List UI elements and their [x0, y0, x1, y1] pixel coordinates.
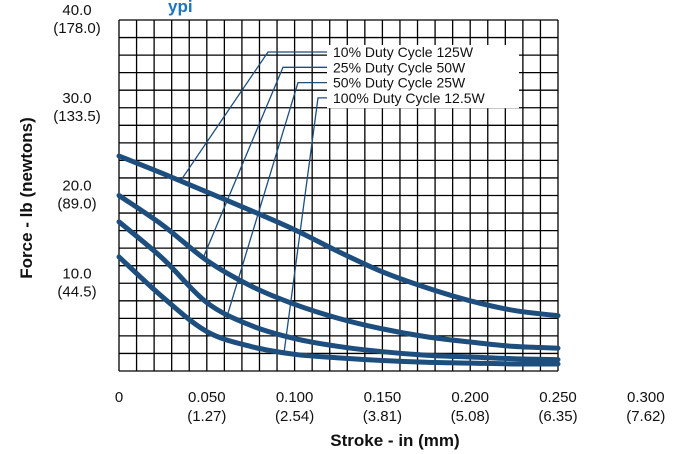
- x-tick-label: 0.100: [276, 389, 314, 406]
- legend-background: [327, 45, 519, 109]
- series-line-3: [116, 219, 561, 363]
- y-axis-title: Force - lb (newtons): [17, 117, 36, 279]
- legend-entry: 25% Duty Cycle 50W: [333, 59, 466, 75]
- x-tick-label: 0: [115, 389, 123, 406]
- legend-leader-line: [202, 66, 330, 258]
- x-axis-title: Stroke - in (mm): [330, 431, 459, 450]
- x-tick-sublabel: (6.35): [538, 408, 577, 425]
- x-tick-sublabel: (5.08): [451, 408, 490, 425]
- y-tick-sublabel: (133.5): [53, 108, 101, 125]
- y-tick-label: 10.0: [62, 265, 91, 282]
- x-tick-sublabel: (2.54): [275, 408, 314, 425]
- series-line-1: [116, 153, 561, 319]
- x-tick-sublabel: (3.81): [363, 408, 402, 425]
- y-tick-sublabel: (89.0): [57, 196, 96, 213]
- x-tick-label: 0.050: [188, 389, 226, 406]
- x-tick-sublabel: (1.27): [187, 408, 226, 425]
- legend-entry: 100% Duty Cycle 12.5W: [333, 90, 486, 106]
- legend-leader-line: [179, 51, 330, 182]
- y-tick-sublabel: (44.5): [57, 283, 96, 300]
- x-tick-sublabel: (7.62): [626, 408, 665, 425]
- y-tick-label: 20.0: [62, 178, 91, 195]
- y-axis-ticks: 10.0(44.5) 20.0(89.0) 30.0(133.5) 40.0(178.…: [53, 2, 101, 300]
- y-tick-label: 40.0: [62, 2, 91, 19]
- series-line-4: [116, 254, 561, 367]
- legend-leader-line: [227, 81, 330, 314]
- chart-title-fragment: ypi: [168, 0, 193, 16]
- legend-entry: 50% Duty Cycle 25W: [333, 75, 466, 91]
- chart-grid: [118, 19, 559, 372]
- x-tick-label: 0.150: [364, 389, 402, 406]
- y-tick-label: 30.0: [62, 90, 91, 107]
- legend-leader-lines: [179, 51, 330, 353]
- legend-entry: 10% Duty Cycle 125W: [333, 44, 474, 60]
- legend-leader-line: [283, 97, 330, 353]
- x-axis-ticks: 0 0.050 (1.27) 0.100 (2.54) 0.150 (3.81) 0.200 (…: [115, 389, 666, 425]
- series-lines: [116, 153, 561, 367]
- series-line-2: [116, 193, 561, 351]
- x-tick-label: 0.300: [627, 389, 665, 406]
- x-tick-label: 0.200: [451, 389, 489, 406]
- x-tick-label: 0.250: [539, 389, 577, 406]
- y-tick-sublabel: (178.0): [53, 20, 101, 37]
